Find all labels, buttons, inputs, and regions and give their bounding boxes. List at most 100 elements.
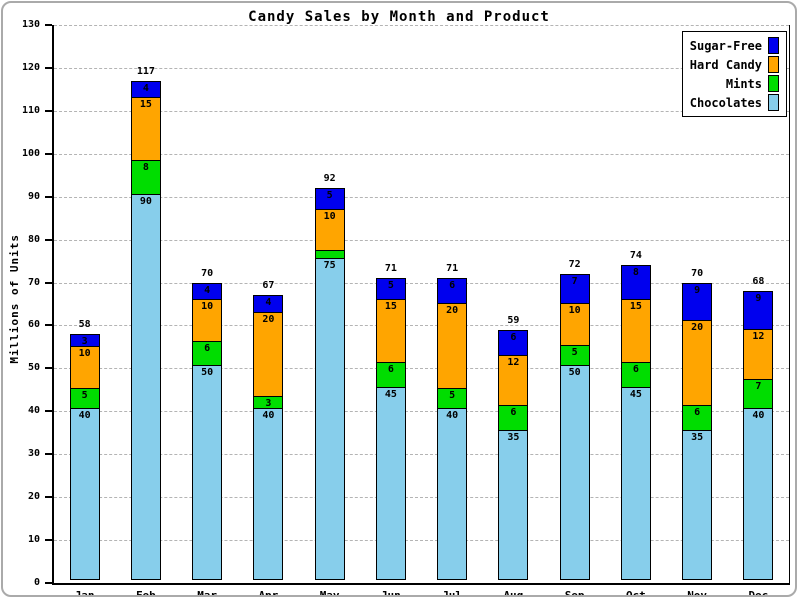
gridline-70 <box>54 282 789 284</box>
bar-segment-chocolates: 40 <box>437 408 468 580</box>
y-tick-label: 0 <box>33 577 40 588</box>
y-tick-label: 90 <box>27 190 40 202</box>
y-tick-label: 130 <box>21 19 40 30</box>
y-tick-mark <box>45 582 52 584</box>
bar-jan: 58 3 10 5 40 <box>69 319 100 583</box>
y-tick-label: 10 <box>27 534 40 546</box>
bar-apr: 67 4 20 3 40 <box>253 280 284 583</box>
bar-segment-mints: 5 <box>559 344 590 367</box>
y-tick-label: 70 <box>27 276 40 288</box>
legend-label: Chocolates <box>689 95 762 110</box>
x-tick-label: Dec <box>748 589 769 597</box>
bar-total-label: 71 <box>384 263 397 275</box>
bar-may: 92 5 10 75 <box>314 173 345 583</box>
y-tick-label: 120 <box>21 61 40 73</box>
bar-jul: 71 6 20 5 40 <box>437 263 468 583</box>
bar-group-apr: 67 4 20 3 40 Apr <box>238 25 299 595</box>
y-tick-mark <box>45 238 52 241</box>
bar-segment-chocolates: 45 <box>620 386 651 580</box>
y-tick-label: 20 <box>27 491 40 503</box>
bar-jun: 71 5 15 6 45 <box>375 263 406 583</box>
gridline-130 <box>54 25 789 26</box>
bar-oct: 74 8 15 6 45 <box>620 250 651 583</box>
bar-segment-sugar-free: 7 <box>559 273 590 304</box>
bar-total-label: 74 <box>629 250 642 262</box>
bar-segment-chocolates: 35 <box>682 429 713 580</box>
bar-segment-hard-candy: 15 <box>620 298 651 364</box>
bar-group-nov: 70 9 20 6 35 Nov <box>667 25 728 595</box>
x-tick-label: Nov <box>687 589 708 597</box>
bar-segment-mints: 6 <box>498 405 529 431</box>
x-tick-label: Jun <box>380 589 401 597</box>
y-tick-mark <box>45 496 52 499</box>
gridline-90 <box>54 196 789 198</box>
bar-total-label: 70 <box>691 267 704 279</box>
bar-segment-chocolates: 50 <box>192 365 223 580</box>
bar-group-jul: 71 6 20 5 40 Jul <box>422 25 483 595</box>
gridline-60 <box>54 325 789 327</box>
legend-swatch-hard-candy <box>768 56 779 73</box>
bar-segment-hard-candy: 20 <box>253 311 284 398</box>
bar-segment-hard-candy: 20 <box>437 303 468 389</box>
bar-segment-hard-candy: 12 <box>498 354 529 407</box>
bar-segment-sugar-free: 4 <box>192 282 223 300</box>
y-axis: 0 10 20 30 40 50 60 70 80 90 100 110 120 130 <box>3 19 52 588</box>
y-tick-mark <box>45 195 52 198</box>
bar-segment-hard-candy: 12 <box>743 328 774 381</box>
bar-segment-chocolates: 40 <box>253 408 284 580</box>
bar-segment-chocolates: 90 <box>130 193 161 580</box>
y-tick-mark <box>45 24 52 26</box>
chart-title: Candy Sales by Month and Product <box>248 9 550 25</box>
bar-nov: 70 9 20 6 35 <box>682 268 713 583</box>
x-tick-label: Jan <box>74 589 95 597</box>
gridline-110 <box>54 110 789 112</box>
bar-segment-mints: 6 <box>192 340 223 367</box>
bar-segment-sugar-free: 8 <box>620 265 651 300</box>
gridline-20 <box>54 497 789 499</box>
bar-total-label: 67 <box>262 280 275 292</box>
bar-segment-sugar-free: 6 <box>437 278 468 304</box>
bar-segment-chocolates: 40 <box>743 408 774 580</box>
bar-segment-mints: 6 <box>620 362 651 388</box>
bar-segment-hard-candy: 20 <box>682 320 713 407</box>
x-tick-label: Aug <box>503 589 524 597</box>
gridline-50 <box>54 368 789 370</box>
gridline-40 <box>54 411 789 413</box>
bar-segment-sugar-free: 4 <box>130 80 161 98</box>
bar-feb: 117 4 15 8 90 <box>130 66 161 583</box>
x-tick-label: Sep <box>564 589 585 597</box>
bar-mar: 70 4 10 6 50 <box>192 268 223 583</box>
y-tick-mark <box>45 453 52 456</box>
bar-segment-mints: 6 <box>682 405 713 431</box>
bar-segment-sugar-free: 9 <box>682 282 713 322</box>
bar-segment-sugar-free: 4 <box>253 295 284 313</box>
x-tick-label: Feb <box>135 589 156 597</box>
bar-dec: 68 9 12 7 40 <box>743 276 774 583</box>
legend-item-hard-candy: Hard Candy <box>690 56 779 73</box>
legend-label: Sugar-Free <box>689 38 762 53</box>
bar-segment-mints: 5 <box>69 387 100 410</box>
bar-segment-chocolates: 35 <box>498 429 529 580</box>
y-tick-label: 60 <box>27 319 40 331</box>
bar-sep: 72 7 10 5 50 <box>559 259 590 583</box>
gridline-30 <box>54 454 789 456</box>
legend-swatch-mints <box>768 75 779 92</box>
y-tick-mark <box>45 66 52 69</box>
bar-segment-chocolates: 45 <box>375 386 406 580</box>
bar-total-label: 117 <box>136 65 155 77</box>
y-tick-mark <box>45 324 52 327</box>
bar-group-sep: 72 7 10 5 50 Sep <box>544 25 605 595</box>
y-tick-label: 40 <box>27 405 40 417</box>
bar-group-jan: 58 3 10 5 40 Jan <box>54 25 115 595</box>
y-tick-mark <box>45 152 52 155</box>
bar-segment-sugar-free: 5 <box>375 278 406 300</box>
bar-group-dec: 68 9 12 7 40 Dec <box>728 25 789 595</box>
y-tick-label: 30 <box>27 448 40 460</box>
bar-group-may: 92 5 10 75 May <box>299 25 360 595</box>
gridline-10 <box>54 540 789 542</box>
x-tick-label: Oct <box>625 589 646 597</box>
y-tick-label: 110 <box>21 104 40 116</box>
bar-segment-hard-candy: 15 <box>375 298 406 364</box>
y-tick-mark <box>45 367 52 370</box>
